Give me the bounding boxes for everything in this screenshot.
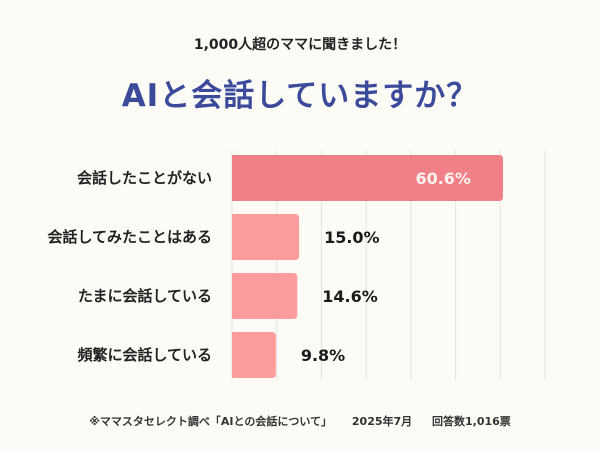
category-label: たまに会話している [78, 287, 212, 305]
survey-date: 2025年7月 [351, 415, 413, 428]
bar [232, 273, 298, 319]
bar [232, 155, 503, 201]
subtitle: 1,000人超のママに聞きました！ [193, 37, 407, 53]
category-label: 頻繁に会話している [77, 346, 212, 364]
source-note: ※ママスタセレクト調べ「AIとの会話について」 2025年7月 回答数1,016… [0, 413, 600, 429]
chart-title: AIと会話していますか？ [121, 78, 479, 114]
bar [232, 214, 300, 260]
value-label: 15.0% [324, 228, 380, 247]
category-label: 会話してみたことはある [47, 228, 212, 246]
response-count: 回答数1,016票 [432, 415, 511, 428]
value-label: 14.6% [322, 287, 378, 306]
value-label: 9.8% [301, 346, 345, 365]
category-label: 会話したことがない [77, 169, 212, 187]
bar [232, 332, 276, 378]
source-text: ※ママスタセレクト調べ「AIとの会話について」 [89, 415, 333, 428]
value-label: 60.6% [415, 169, 471, 188]
